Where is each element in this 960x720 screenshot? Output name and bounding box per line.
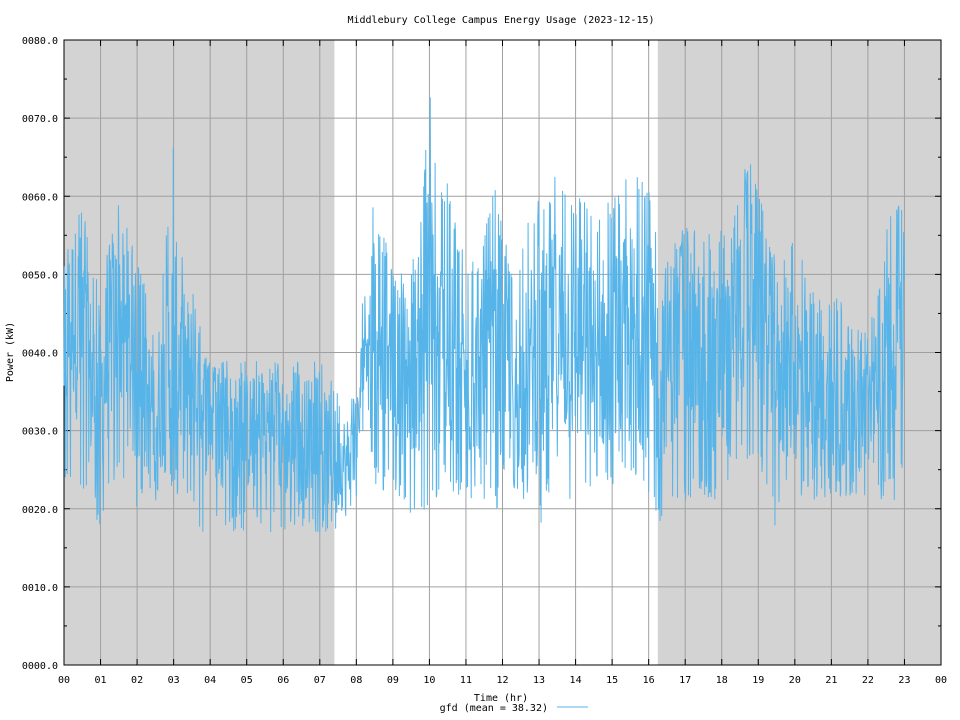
y-tick-label: 0060.0 [22,192,58,203]
axis-ticks [63,39,942,666]
x-tick-label: 12 [496,675,508,686]
x-tick-label: 21 [825,675,837,686]
y-tick-label: 0020.0 [22,505,58,516]
x-tick-label: 23 [898,675,910,686]
y-tick-label: 0070.0 [22,114,58,125]
x-tick-label: 03 [168,675,180,686]
x-tick-label: 08 [350,675,362,686]
x-tick-label: 20 [789,675,801,686]
x-tick-label: 00 [58,675,70,686]
y-tick-label: 0040.0 [22,349,58,360]
x-tick-label: 17 [679,675,691,686]
x-tick-label: 10 [423,675,435,686]
x-tick-label: 16 [643,675,655,686]
x-tick-label: 09 [387,675,399,686]
y-tick-labels: 0000.0 0010.0 0020.0 0030.0 0040.0 0050.0 0060… [22,36,58,672]
series-gfd-line [63,97,905,533]
x-tick-label: 14 [570,675,582,686]
x-tick-label: 15 [606,675,618,686]
x-tick-label: 06 [277,675,289,686]
y-tick-label: 0050.0 [22,270,58,281]
x-tick-label: 11 [460,675,472,686]
x-tick-label: 18 [716,675,728,686]
x-tick-label: 00 [935,675,947,686]
x-tick-label: 19 [752,675,764,686]
chart-title: Middlebury College Campus Energy Usage (… [347,15,654,26]
x-tick-label: 04 [204,675,216,686]
x-tick-label: 01 [95,675,107,686]
x-tick-label: 02 [131,675,143,686]
y-tick-label: 0030.0 [22,427,58,438]
x-tick-label: 22 [862,675,874,686]
y-axis-label: Power (kW) [5,322,16,382]
x-tick-label: 05 [241,675,253,686]
y-tick-label: 0000.0 [22,661,58,672]
x-tick-label: 07 [314,675,326,686]
x-axis-label: Time (hr) [474,693,528,704]
x-tick-label: 13 [533,675,545,686]
x-tick-labels: 00 01 02 03 04 05 06 07 08 09 10 11 12 13 14 15 16 17 18 19… [58,675,947,686]
y-tick-label: 0010.0 [22,583,58,594]
y-tick-label: 0080.0 [22,36,58,47]
legend-label: gfd (mean = 38.32) [440,703,548,714]
